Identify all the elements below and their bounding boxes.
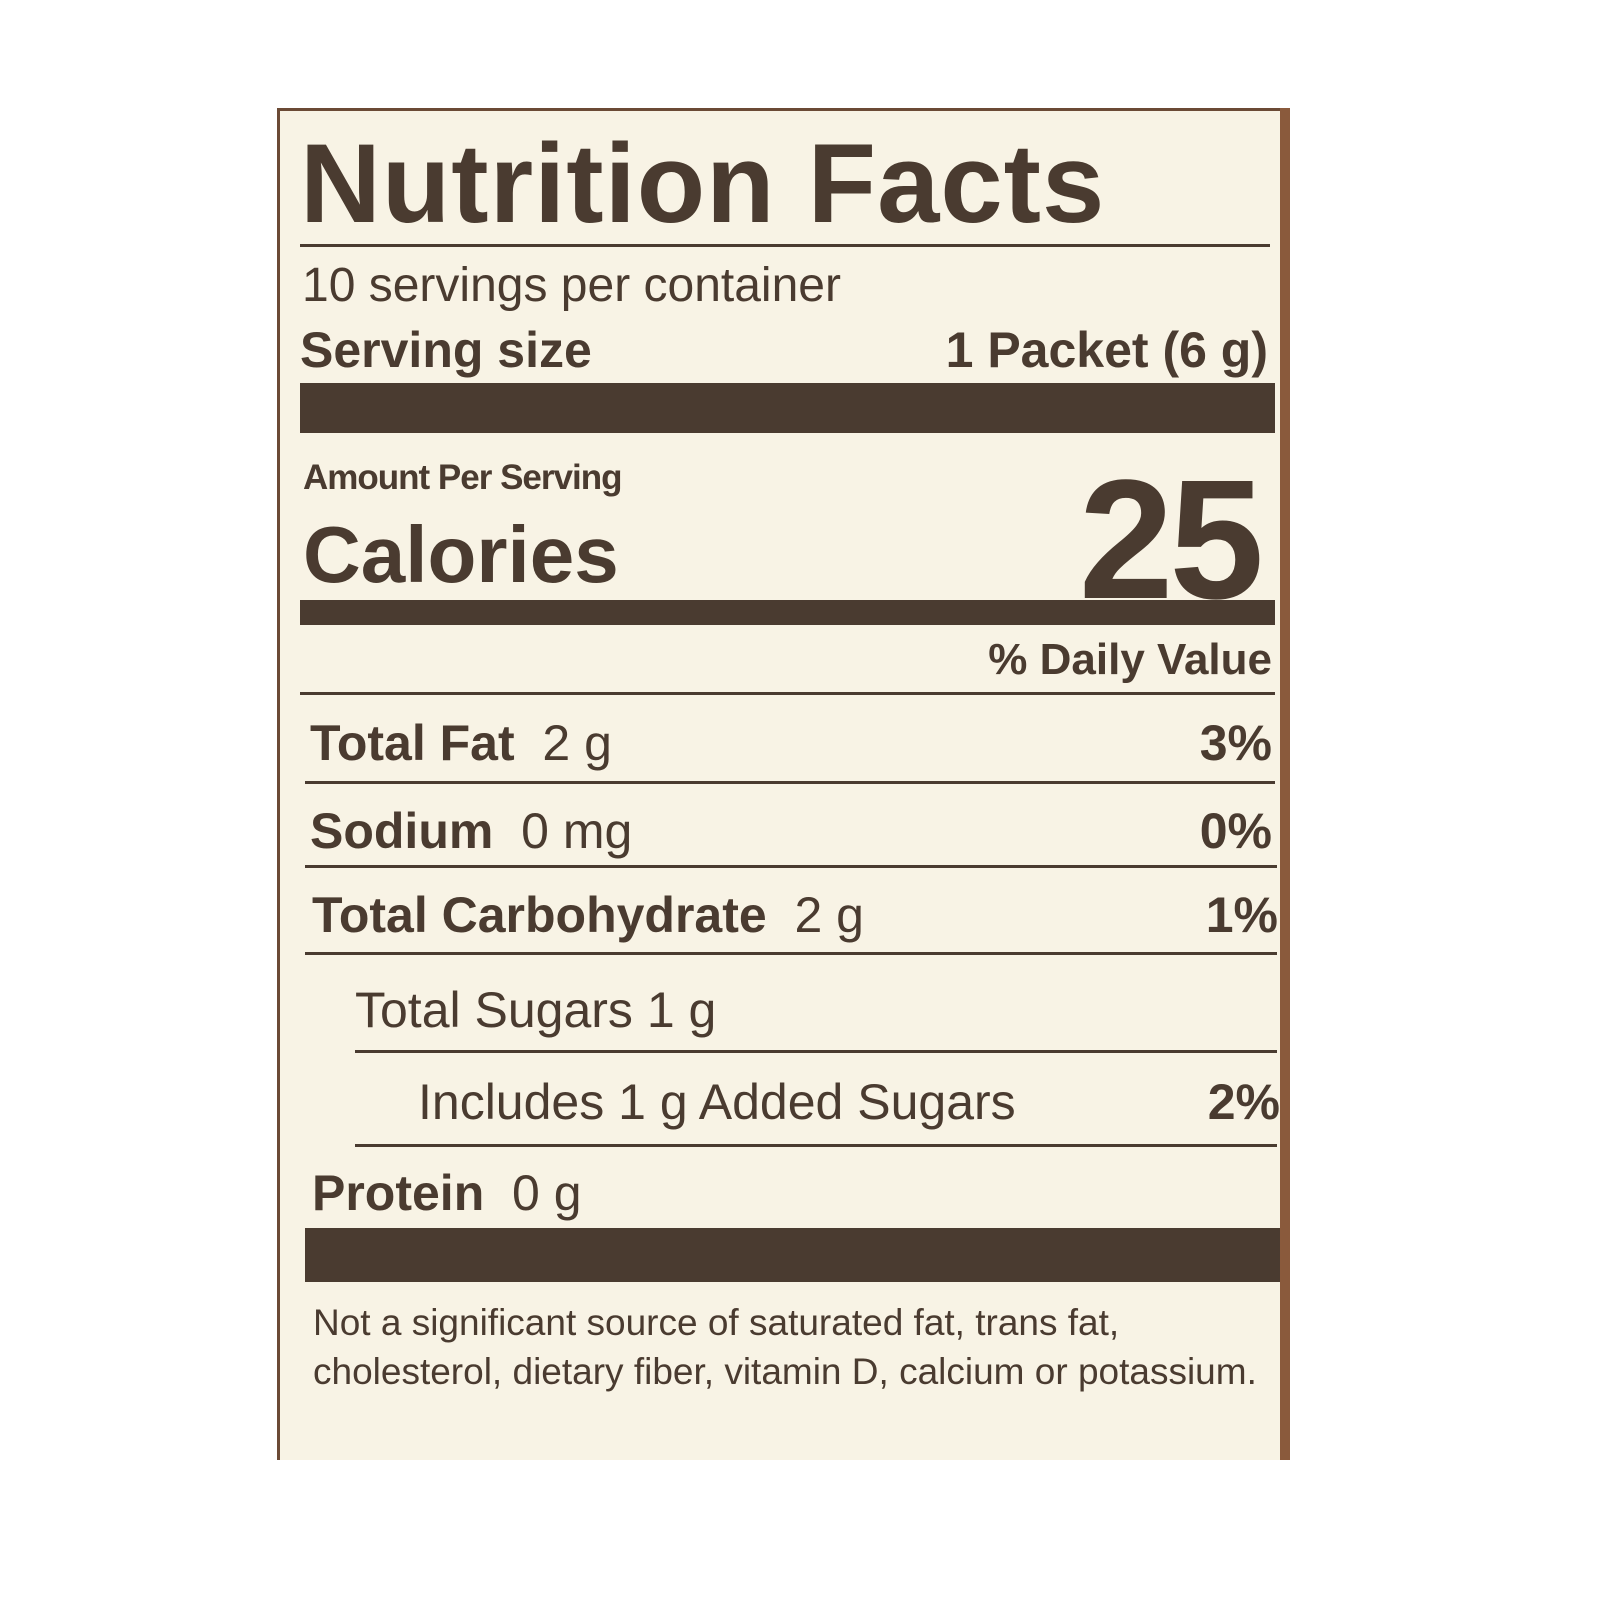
label-title: Nutrition Facts bbox=[300, 121, 1106, 246]
nutrient-total-sugars: Total Sugars 1 g bbox=[355, 982, 717, 1038]
nutrient-name: Sodium bbox=[310, 803, 494, 859]
thick-bar bbox=[300, 383, 1275, 433]
amount-per-serving: Amount Per Serving bbox=[303, 458, 622, 497]
nutrient-name: Protein bbox=[312, 1165, 485, 1221]
nutrient-name: Total Fat bbox=[310, 715, 515, 771]
nutrient-amount: 2 g bbox=[542, 715, 612, 771]
divider bbox=[355, 1144, 1277, 1147]
divider bbox=[305, 865, 1277, 868]
nutrient-dv: 2% bbox=[1207, 1074, 1280, 1130]
calories-value: 25 bbox=[1078, 445, 1264, 635]
medium-bar bbox=[300, 600, 1275, 625]
package-edge bbox=[1280, 108, 1290, 1460]
nutrient-dv: 0% bbox=[1199, 803, 1272, 859]
serving-size-label: Serving size bbox=[300, 322, 592, 378]
servings-per-container: 10 servings per container bbox=[302, 259, 841, 312]
calories-label: Calories bbox=[303, 510, 619, 599]
nutrient-dv: 1% bbox=[1205, 887, 1278, 943]
nutrient-amount: 0 g bbox=[512, 1165, 582, 1221]
footnote: Not a significant source of saturated fa… bbox=[313, 1302, 1257, 1392]
serving-size-value: 1 Packet (6 g) bbox=[945, 322, 1268, 378]
nutrient-name: Total Carbohydrate bbox=[312, 887, 767, 943]
nutrient-name: Includes 1 g Added Sugars bbox=[418, 1074, 1016, 1130]
thick-bar bbox=[305, 1228, 1280, 1282]
divider bbox=[355, 1050, 1277, 1053]
divider bbox=[305, 781, 1275, 784]
nutrient-amount: 0 mg bbox=[521, 803, 633, 859]
divider bbox=[305, 952, 1277, 955]
divider bbox=[300, 244, 1270, 247]
divider bbox=[300, 692, 1275, 695]
daily-value-header: % Daily Value bbox=[988, 635, 1272, 684]
nutrient-dv: 3% bbox=[1199, 715, 1272, 771]
nutrient-amount: 2 g bbox=[794, 887, 864, 943]
